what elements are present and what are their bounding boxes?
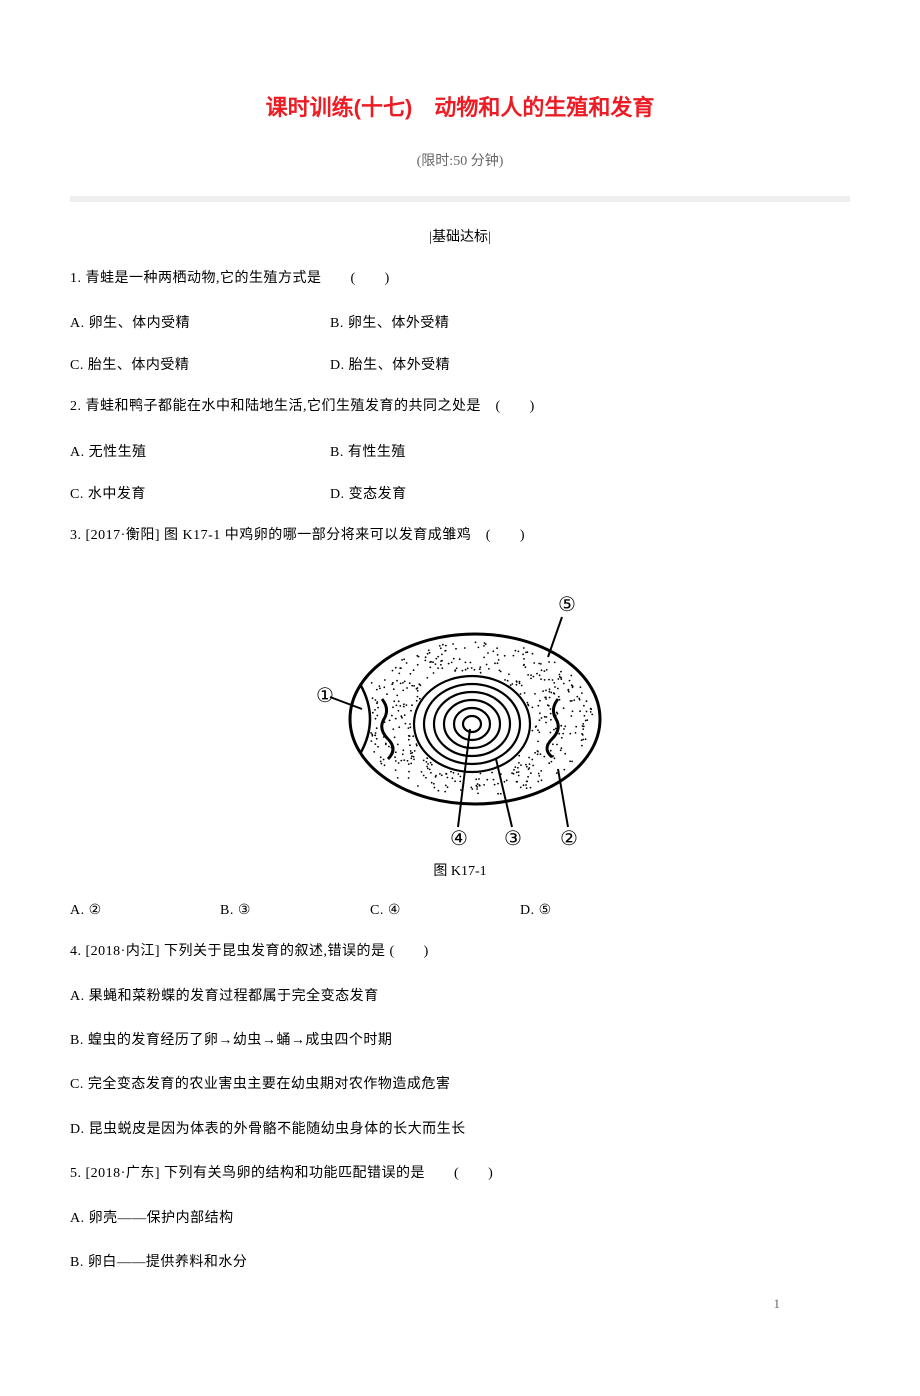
q5-optB: B. 卵白——提供养料和水分	[70, 1252, 850, 1274]
time-limit: (限时:50 分钟)	[70, 150, 850, 170]
egg-diagram-svg: ① ⑤ ② ③ ④	[300, 569, 620, 849]
q1-optB: B. 卵生、体外受精	[330, 312, 850, 332]
q3-optA: A. ②	[70, 902, 220, 919]
q4-optB: B. 蝗虫的发育经历了卵→幼虫→蛹→成虫四个时期	[70, 1030, 850, 1052]
page-number: 1	[774, 1296, 781, 1312]
q1-optC: C. 胎生、体内受精	[70, 354, 330, 374]
q2-stem: 2. 青蛙和鸭子都能在水中和陆地生活,它们生殖发育的共同之处是 ( )	[70, 396, 850, 418]
q2-optD: D. 变态发育	[330, 483, 850, 503]
q5-optA: A. 卵壳——保护内部结构	[70, 1208, 850, 1230]
q4-stem: 4. [2018·内江] 下列关于昆虫发育的叙述,错误的是 ( )	[70, 941, 850, 963]
title-text: 课时训练(十七) 动物和人的生殖和发育	[266, 95, 655, 120]
figure-caption: 图 K17-1	[70, 860, 850, 880]
q2-options-row1: A. 无性生殖 B. 有性生殖	[70, 441, 850, 461]
section-divider	[70, 196, 850, 202]
q2-options-row2: C. 水中发育 D. 变态发育	[70, 483, 850, 503]
q4-optA: A. 果蝇和菜粉蝶的发育过程都属于完全变态发育	[70, 986, 850, 1008]
q3-stem: 3. [2017·衡阳] 图 K17-1 中鸡卵的哪一部分将来可以发育成雏鸡 (…	[70, 525, 850, 547]
q4-optC: C. 完全变态发育的农业害虫主要在幼虫期对农作物造成危害	[70, 1074, 850, 1096]
q3-optD: D. ⑤	[520, 902, 670, 919]
egg-label-1: ①	[316, 685, 334, 707]
q3-options: A. ② B. ③ C. ④ D. ⑤	[70, 902, 850, 919]
q3-optC: C. ④	[370, 902, 520, 919]
egg-label-3: ③	[504, 828, 522, 849]
q1-optD: D. 胎生、体外受精	[330, 354, 850, 374]
q2-optB: B. 有性生殖	[330, 441, 850, 461]
q5-stem: 5. [2018·广东] 下列有关鸟卵的结构和功能匹配错误的是 ( )	[70, 1163, 850, 1185]
q1-options-row1: A. 卵生、体内受精 B. 卵生、体外受精	[70, 312, 850, 332]
q3-optB: B. ③	[220, 902, 370, 919]
section-label: |基础达标|	[70, 226, 850, 246]
egg-label-2: ②	[560, 828, 578, 849]
q1-stem: 1. 青蛙是一种两栖动物,它的生殖方式是 ( )	[70, 268, 850, 290]
egg-label-5: ⑤	[558, 594, 576, 616]
q2-optA: A. 无性生殖	[70, 441, 330, 461]
q1-optA: A. 卵生、体内受精	[70, 312, 330, 332]
egg-label-4: ④	[450, 828, 468, 849]
q1-options-row2: C. 胎生、体内受精 D. 胎生、体外受精	[70, 354, 850, 374]
q2-optC: C. 水中发育	[70, 483, 330, 503]
egg-figure: ① ⑤ ② ③ ④	[70, 569, 850, 854]
q4-optD: D. 昆虫蜕皮是因为体表的外骨骼不能随幼虫身体的长大而生长	[70, 1119, 850, 1141]
page-title: 课时训练(十七) 动物和人的生殖和发育	[70, 90, 850, 122]
